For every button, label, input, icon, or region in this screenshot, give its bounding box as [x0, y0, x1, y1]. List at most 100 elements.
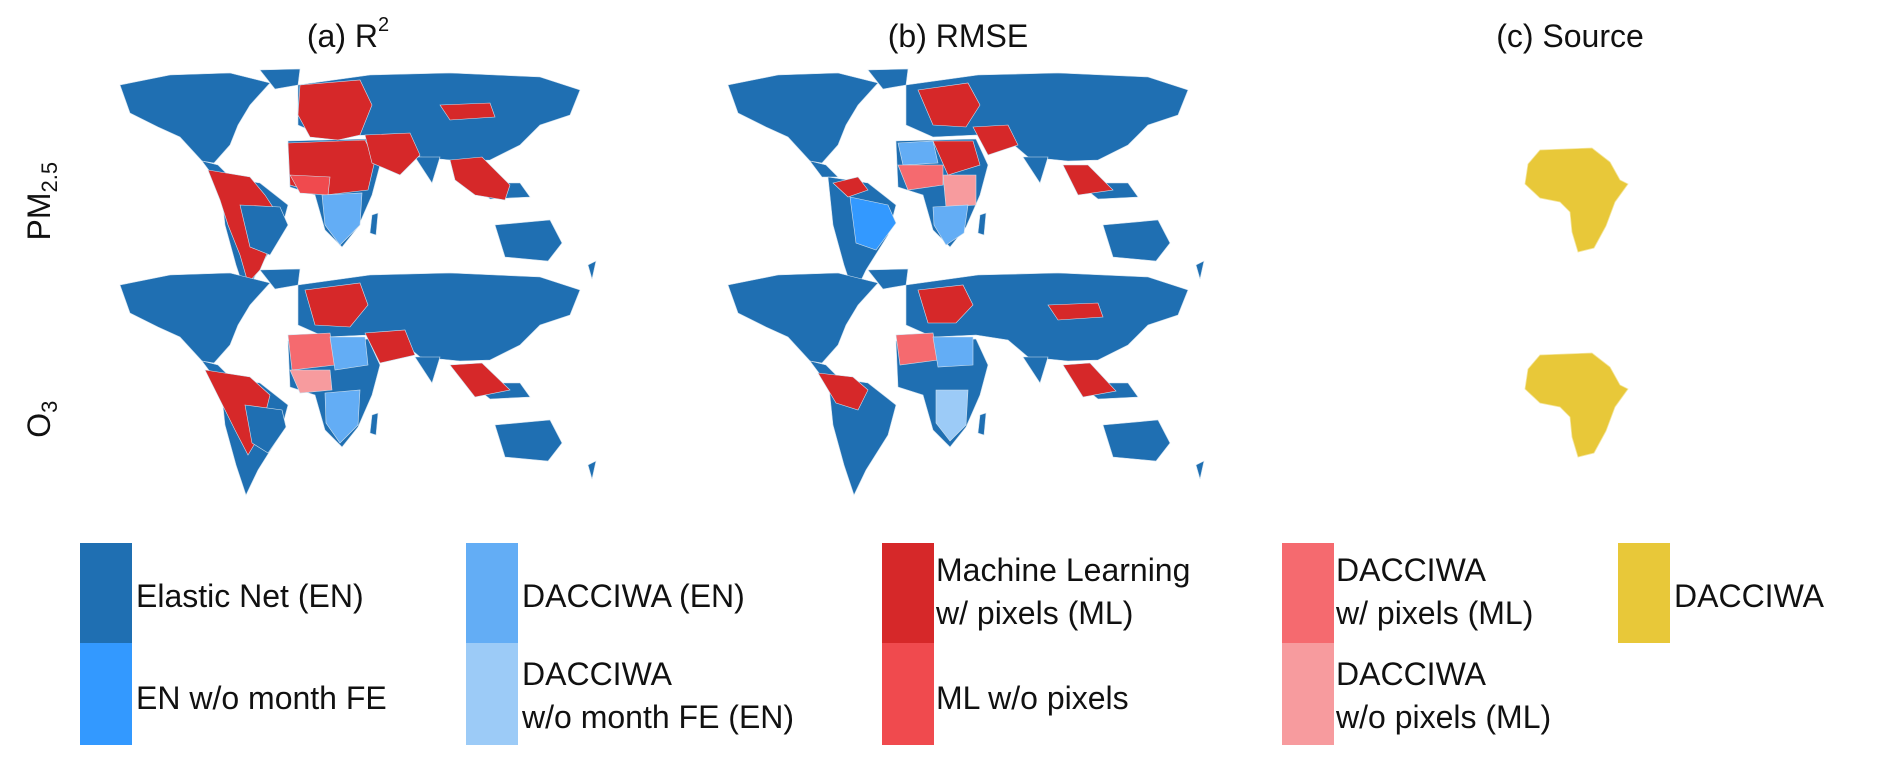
northern-south-america-region — [832, 176, 869, 198]
egypt-sudan-region — [932, 140, 981, 176]
southern-africa-region — [324, 389, 361, 444]
australia-landmass — [494, 219, 563, 262]
legend-label-en-wo-month: EN w/o month FE — [136, 680, 387, 716]
north-america-landmass — [727, 272, 879, 364]
legend-swatch-en-wo-month — [80, 643, 132, 745]
southern-africa-region — [932, 204, 969, 246]
legend-swatch-dacciwa-en — [466, 543, 518, 643]
north-america-landmass — [119, 72, 271, 164]
regions-pm25-rmse — [832, 82, 1114, 251]
legend-label-elastic-net: Elastic Net (EN) — [136, 578, 364, 614]
india-landmass — [1022, 356, 1049, 384]
europe-region — [917, 82, 981, 128]
map-o3-r2-svg — [119, 268, 597, 496]
row-label-o3-subscript: 3 — [37, 400, 63, 413]
new-zealand-landmass — [587, 260, 597, 280]
regions-o3-r2 — [204, 282, 511, 456]
india-landmass — [1022, 156, 1049, 184]
southeast-asia-region — [1062, 164, 1114, 196]
mongolia-region — [439, 102, 496, 121]
south-america-landmass — [827, 376, 897, 496]
mongolia-region — [1047, 302, 1104, 321]
legend-label-dacciwa-wo-month-l2: w/o month FE (EN) — [522, 699, 795, 735]
map-pm25-r2 — [110, 65, 640, 305]
row-label-o3-text: O — [20, 412, 57, 438]
new-zealand-landmass — [1195, 460, 1205, 480]
eurasia-landmass — [297, 272, 581, 362]
legend-swatch-dacciwa — [1618, 543, 1670, 643]
row-label-pm25-subscript: 2.5 — [37, 161, 63, 193]
europe-region — [297, 79, 373, 141]
legend-swatch-dacciwa-wo-month-en — [466, 643, 518, 745]
legend-label-dacciwa-ml-l2: w/ pixels (ML) — [1336, 595, 1534, 631]
map-o3-r2 — [110, 265, 640, 505]
southern-africa-region — [321, 192, 363, 246]
row-label-o3: O3 — [21, 339, 63, 499]
madagascar-landmass — [369, 212, 379, 236]
legend-label-dacciwa-wo-pix-l2: w/o pixels (ML) — [1336, 699, 1552, 735]
africa-o3-source-svg — [1524, 352, 1629, 458]
row-label-pm25-text: PM — [20, 192, 57, 241]
europe-region — [304, 282, 369, 328]
map-pm25-r2-svg — [119, 68, 597, 296]
madagascar-landmass — [977, 412, 987, 436]
africa-pm25-source-svg — [1524, 147, 1629, 253]
legend-label-ml-pixels-l2: w/ pixels (ML) — [936, 595, 1134, 631]
map-pm25-rmse-svg — [727, 68, 1205, 296]
legend-label-dacciwa-en: DACCIWA (EN) — [522, 578, 745, 614]
legend-swatch-ml-wo-pixels — [882, 643, 934, 745]
sahel-region — [329, 336, 369, 371]
map-pm25-rmse — [718, 65, 1248, 305]
southeast-asia-region — [449, 362, 511, 398]
legend-swatch-dacciwa-ml-pixels — [1282, 543, 1334, 643]
eurasia-landmass — [905, 72, 1189, 162]
madagascar-landmass — [977, 212, 987, 236]
madagascar-landmass — [369, 412, 379, 436]
west-africa-region — [897, 164, 944, 191]
north-africa-region — [897, 140, 939, 166]
middle-east-region — [364, 329, 416, 364]
southeast-asia-region — [449, 156, 511, 201]
australia-landmass — [1102, 419, 1171, 462]
india-landmass — [414, 356, 441, 384]
legend-label-dacciwa-ml-l1: DACCIWA — [1336, 552, 1486, 588]
north-america-landmass — [727, 72, 879, 164]
legend-label-dacciwa-wo-month-l1: DACCIWA — [522, 656, 672, 692]
new-zealand-landmass — [587, 460, 597, 480]
west-africa-region — [289, 174, 331, 196]
australia-landmass — [1102, 219, 1171, 262]
middle-east-region — [972, 124, 1019, 156]
central-africa-region — [942, 174, 977, 208]
west-africa-region — [289, 369, 333, 394]
africa-continent-source — [1524, 352, 1629, 458]
new-zealand-landmass — [1195, 260, 1205, 280]
map-o3-rmse-svg — [727, 268, 1205, 496]
north-africa-region — [895, 332, 939, 366]
regions-o3-rmse — [817, 284, 1117, 442]
legend-label-ml-wo-pixels: ML w/o pixels — [936, 680, 1129, 716]
legend-swatch-ml-pixels — [882, 543, 934, 643]
india-landmass — [414, 156, 441, 184]
middle-east-region — [364, 132, 421, 176]
legend-label-ml-pixels-l1: Machine Learning — [936, 552, 1191, 588]
map-pm25-source — [1500, 140, 1660, 260]
southern-africa-region — [935, 389, 969, 442]
legend-swatch-dacciwa-wo-pixels-ml — [1282, 643, 1334, 745]
column-title-source: (c) Source — [1496, 18, 1644, 54]
sahel-region — [932, 336, 974, 368]
southeast-asia-region — [1062, 362, 1117, 398]
column-title-r2: (a) R2 — [168, 14, 528, 55]
australia-landmass — [494, 419, 563, 462]
eurasia-landmass — [905, 272, 1189, 362]
map-o3-source — [1500, 345, 1660, 465]
row-label-pm25: PM2.5 — [21, 121, 63, 281]
africa-continent-source — [1524, 147, 1629, 253]
brazil-region — [244, 404, 287, 454]
central-america-landmass — [809, 160, 839, 178]
brazil-region — [849, 196, 897, 251]
brazil-region — [239, 204, 289, 256]
north-africa-region — [287, 332, 336, 371]
map-o3-rmse — [718, 265, 1248, 505]
column-title-rmse: (b) RMSE — [887, 18, 1029, 54]
legend-swatch-elastic-net — [80, 543, 132, 643]
